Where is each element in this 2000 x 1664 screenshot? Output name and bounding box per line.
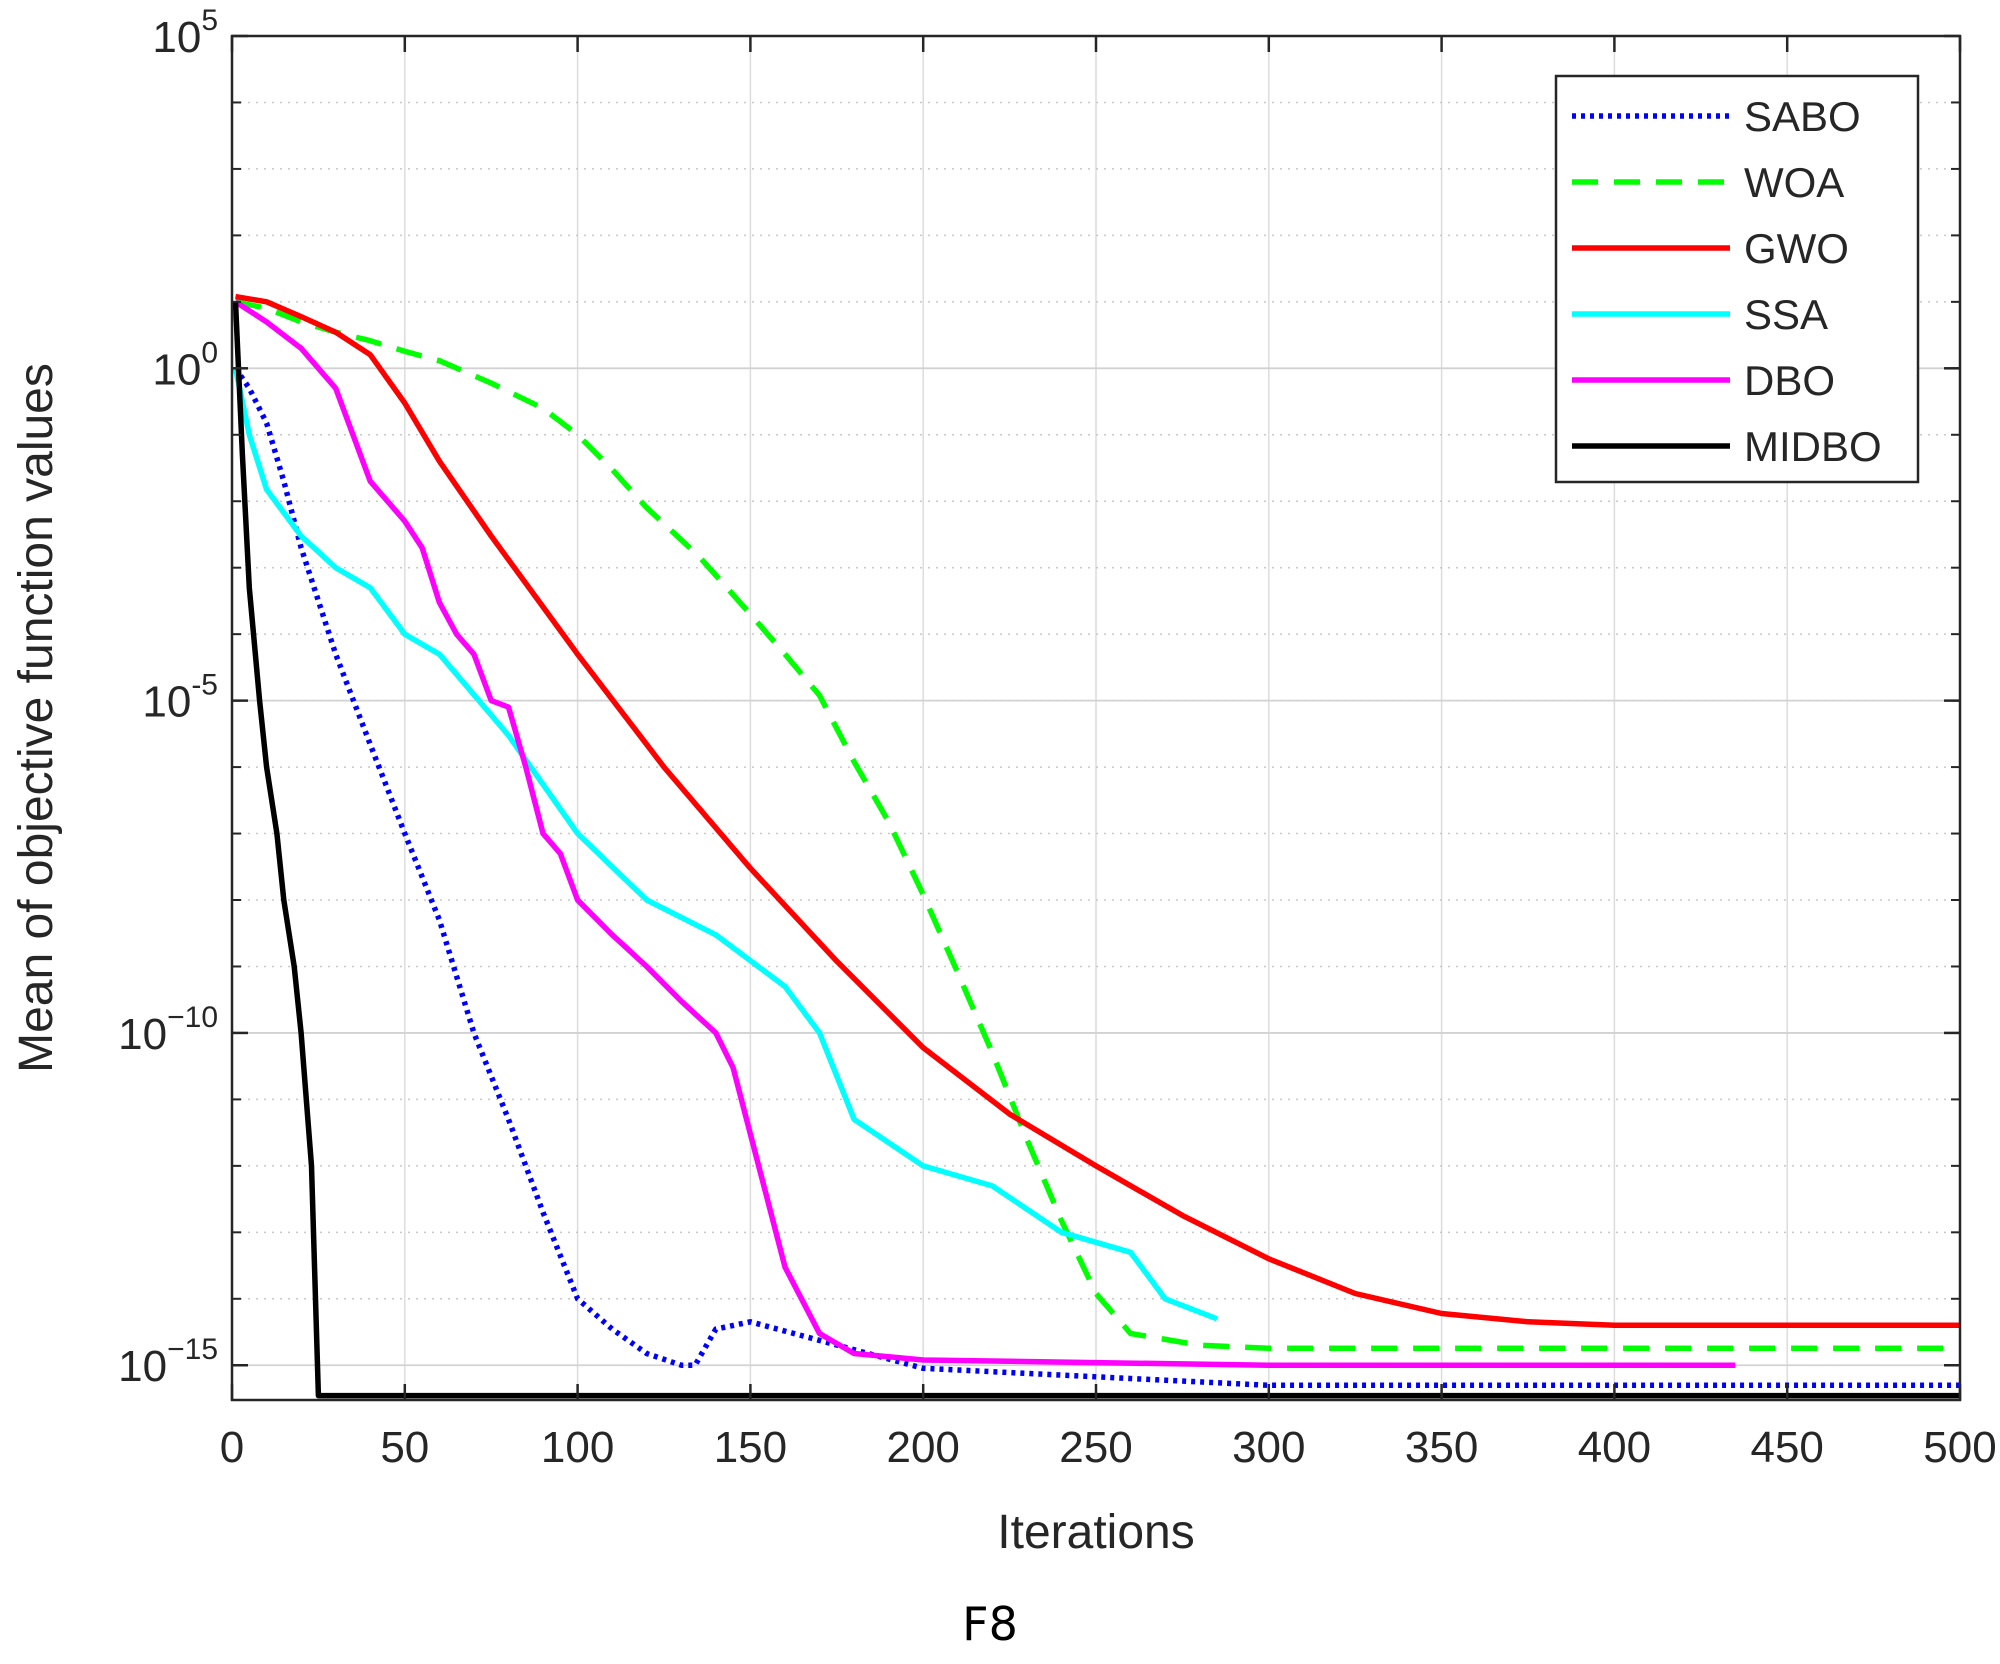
x-tick-label: 350 (1405, 1423, 1478, 1472)
legend-label-sabo: SABO (1744, 93, 1861, 140)
x-tick-label: 50 (380, 1423, 429, 1472)
x-tick-label: 300 (1232, 1423, 1305, 1472)
x-tick-label: 200 (886, 1423, 959, 1472)
y-tick-label: 10−15 (118, 1333, 218, 1391)
legend-label-woa: WOA (1744, 159, 1844, 206)
series-lines (232, 293, 1960, 1399)
series-line-sabo (233, 366, 1960, 1389)
series-line-gwo (235, 293, 1960, 1328)
x-tick-label: 150 (714, 1423, 787, 1472)
x-tick-label: 400 (1578, 1423, 1651, 1472)
y-axis-title: Mean of objective function values (10, 363, 63, 1073)
tick-labels: 0 50 100 150 200 250 300 350 400 450 500 10−15 10−10… (118, 4, 1997, 1472)
legend-box (1554, 74, 1920, 484)
axis-ticks (230, 34, 1962, 1400)
x-tick-label: 250 (1059, 1423, 1132, 1472)
y-tick-label: 105 (152, 4, 218, 62)
x-axis-title: Iterations (997, 1506, 1194, 1559)
y-tick-label: 10−10 (118, 1001, 218, 1059)
series-line-dbo (234, 299, 1736, 1368)
y-tick-label: 10-5 (142, 669, 218, 727)
series-line-midbo (232, 301, 1960, 1399)
x-tick-label: 0 (220, 1423, 244, 1472)
legend-label-gwo: GWO (1744, 225, 1849, 272)
series-line-ssa (232, 367, 1218, 1322)
y-tick-label: 100 (152, 336, 218, 394)
legend-label-ssa: SSA (1744, 291, 1828, 338)
x-tick-label: 100 (541, 1423, 614, 1472)
series-line-woa (234, 299, 1960, 1352)
legend-label-dbo: DBO (1744, 357, 1835, 404)
legend: SABO WOA GWO SSA DBO MIDBO (1554, 74, 1920, 484)
legend-label-midbo: MIDBO (1744, 423, 1882, 470)
x-tick-label: 500 (1923, 1423, 1996, 1472)
figure-caption: F8 (962, 1597, 1018, 1651)
x-tick-label: 450 (1750, 1423, 1823, 1472)
